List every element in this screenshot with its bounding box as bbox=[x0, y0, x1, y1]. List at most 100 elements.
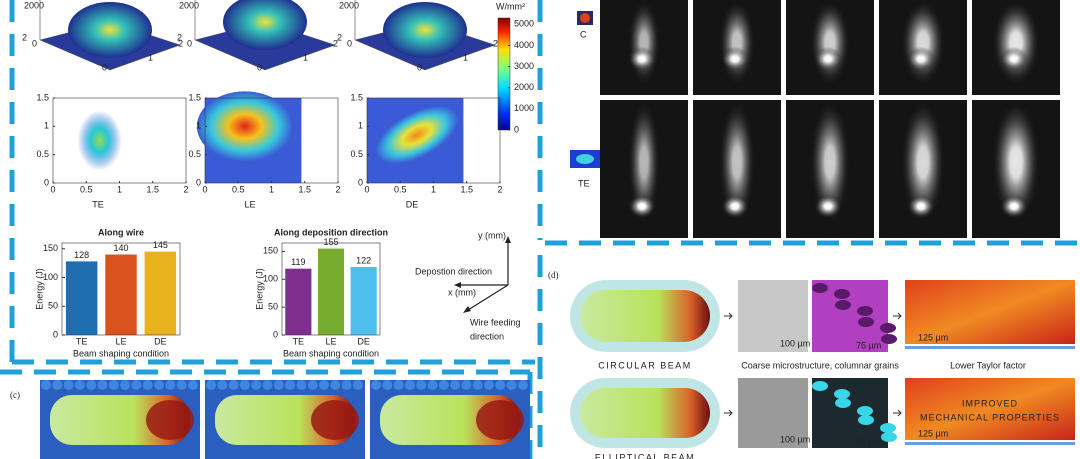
powder-particle bbox=[41, 380, 51, 390]
taylor-scale bbox=[905, 442, 1075, 445]
heatmap-xtick-label: 0.5 bbox=[232, 184, 245, 194]
grain bbox=[858, 317, 874, 327]
scale-label: 75 µm bbox=[856, 340, 881, 350]
powder-particle bbox=[251, 380, 262, 390]
sem-image bbox=[738, 280, 808, 352]
surface-tick-label: 1 bbox=[303, 52, 308, 62]
y-tick-label: 150 bbox=[263, 246, 278, 256]
heatmap-ytick-label: 1.5 bbox=[36, 92, 49, 102]
colorbar-tick-label: 0 bbox=[514, 124, 519, 134]
bar bbox=[285, 268, 312, 335]
y-tick-label: 0 bbox=[53, 329, 58, 339]
colorbar-tick-label: 1000 bbox=[514, 103, 534, 113]
powder-particle bbox=[341, 380, 352, 390]
grain bbox=[881, 334, 897, 344]
powder-particle bbox=[461, 380, 472, 390]
colorbar-tick-label: 5000 bbox=[514, 19, 534, 29]
scale-label: 75 µm bbox=[856, 436, 881, 446]
panel-label: (d) bbox=[548, 270, 559, 280]
powder-particle bbox=[330, 380, 341, 390]
surface-tick-label: 1 bbox=[148, 52, 153, 62]
y-tick-label: 100 bbox=[263, 274, 278, 284]
heatmap-ytick-label: 0.5 bbox=[350, 149, 363, 159]
bar bbox=[105, 254, 137, 335]
photo-streak bbox=[719, 100, 755, 225]
heatmap-ytick-label: 1.5 bbox=[350, 92, 363, 102]
heatmap-xtick-label: 0 bbox=[364, 184, 369, 194]
powder-particle bbox=[239, 380, 250, 390]
y-tick-label: 100 bbox=[43, 272, 58, 282]
photo-spot bbox=[721, 46, 749, 71]
bar bbox=[65, 261, 98, 335]
heatmap-xtick-label: 0.5 bbox=[80, 184, 93, 194]
bar-value-label: 145 bbox=[153, 240, 168, 250]
row-label: TE bbox=[578, 178, 590, 188]
heatmap-ytick-label: 1 bbox=[358, 121, 363, 131]
y-tick-label: 150 bbox=[43, 243, 58, 253]
arrow bbox=[893, 409, 902, 417]
surface-tick-label: 2 bbox=[22, 32, 27, 42]
powder-particle bbox=[74, 380, 85, 390]
y-tick-label: 50 bbox=[268, 301, 278, 311]
axis-arrow bbox=[467, 284, 509, 311]
surface-tick-label: 2 bbox=[333, 38, 338, 48]
grain bbox=[857, 306, 873, 316]
powder-particle bbox=[108, 380, 119, 390]
powder-particle bbox=[187, 380, 198, 390]
bar-value-label: 140 bbox=[113, 243, 128, 253]
scale-label: 100 µm bbox=[780, 434, 810, 444]
heatmap-xtick-label: 1.5 bbox=[460, 184, 473, 194]
surface-peak bbox=[383, 2, 467, 58]
colorbar bbox=[497, 17, 511, 131]
bar bbox=[317, 248, 345, 335]
heatmap-ytick-label: 0 bbox=[196, 177, 201, 187]
surface-tick-label: 0 bbox=[32, 38, 37, 48]
arrow-head bbox=[463, 306, 471, 313]
x-tick-label: LE bbox=[115, 336, 126, 346]
powder-particle bbox=[165, 380, 176, 390]
photo-streak bbox=[810, 100, 850, 225]
melt-pool-core bbox=[580, 388, 710, 438]
caption: ELLIPTICAL BEAM bbox=[595, 452, 695, 459]
powder-particle bbox=[495, 380, 506, 390]
arrow bbox=[724, 312, 733, 320]
surface-peak bbox=[223, 0, 307, 50]
axis-note: Wire feeding bbox=[470, 317, 521, 327]
powder-particle bbox=[319, 380, 329, 390]
powder-particle bbox=[86, 380, 97, 390]
surface-tick-label: 2000 bbox=[339, 0, 359, 10]
y-tick-label: 0 bbox=[273, 329, 278, 339]
caption: Coarse microstructure, columnar grains bbox=[741, 360, 899, 370]
heatmap-label: TE bbox=[92, 199, 104, 209]
photo-streak bbox=[719, 0, 755, 86]
y-tick-label: 50 bbox=[48, 301, 58, 311]
photo-spot bbox=[721, 194, 749, 219]
chart-axes bbox=[61, 242, 181, 336]
surface-tick-label: 0 bbox=[417, 62, 422, 72]
powder-particle bbox=[506, 380, 517, 390]
photo-spot bbox=[1000, 46, 1028, 71]
heatmap-blob bbox=[375, 106, 458, 164]
y-axis-title: Energy (J) bbox=[34, 268, 44, 310]
improved-text: IMPROVED bbox=[962, 398, 1018, 408]
heatmap-xtick-label: 1 bbox=[431, 184, 436, 194]
photo-streak bbox=[628, 0, 660, 86]
powder-particle bbox=[228, 380, 239, 390]
heatmap-ytick-label: 1 bbox=[44, 121, 49, 131]
photo-streak bbox=[901, 0, 945, 86]
caption: CIRCULAR BEAM bbox=[598, 360, 692, 370]
powder-particle bbox=[371, 380, 381, 390]
surface-tick-label: 2 bbox=[178, 38, 183, 48]
powder-particle bbox=[484, 380, 494, 390]
powder-particle bbox=[217, 380, 228, 390]
heatmap-xtick-label: 0 bbox=[202, 184, 207, 194]
axis-note: x (mm) bbox=[448, 287, 476, 297]
powder-particle bbox=[472, 380, 483, 390]
powder-particle bbox=[176, 380, 187, 390]
taylor-map bbox=[905, 378, 1075, 440]
photo-streak bbox=[992, 0, 1040, 86]
heatmap-xtick-label: 1 bbox=[269, 184, 274, 194]
x-axis-title: Beam shaping condition bbox=[283, 348, 379, 358]
arrow-head bbox=[454, 282, 461, 288]
